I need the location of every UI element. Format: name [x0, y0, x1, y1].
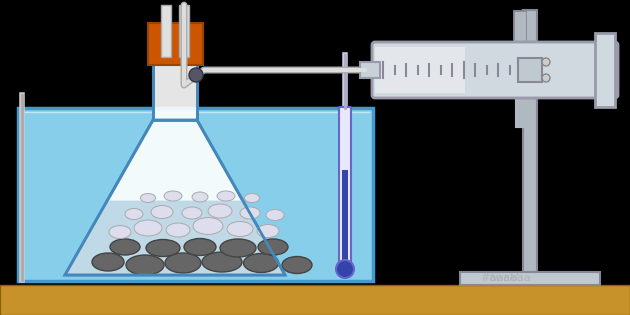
Ellipse shape — [164, 191, 182, 201]
Ellipse shape — [240, 207, 260, 219]
FancyBboxPatch shape — [0, 285, 630, 315]
FancyBboxPatch shape — [360, 62, 380, 78]
FancyBboxPatch shape — [595, 33, 615, 107]
Ellipse shape — [227, 221, 253, 237]
Ellipse shape — [257, 225, 279, 238]
Ellipse shape — [244, 254, 278, 272]
Text: #aaaaaa: #aaaaaa — [479, 273, 530, 283]
Polygon shape — [65, 120, 285, 275]
FancyBboxPatch shape — [372, 42, 618, 98]
Ellipse shape — [125, 209, 143, 220]
FancyBboxPatch shape — [339, 107, 351, 263]
FancyBboxPatch shape — [179, 5, 189, 57]
Ellipse shape — [92, 253, 124, 271]
Ellipse shape — [266, 209, 284, 220]
Ellipse shape — [184, 238, 216, 255]
FancyBboxPatch shape — [460, 272, 600, 285]
FancyBboxPatch shape — [153, 60, 197, 120]
FancyBboxPatch shape — [147, 23, 202, 65]
Ellipse shape — [244, 193, 260, 203]
Ellipse shape — [126, 255, 164, 275]
FancyBboxPatch shape — [161, 5, 171, 57]
Ellipse shape — [140, 193, 156, 203]
Ellipse shape — [109, 226, 131, 238]
Ellipse shape — [202, 252, 242, 272]
Circle shape — [542, 74, 550, 82]
FancyBboxPatch shape — [375, 47, 465, 93]
Ellipse shape — [282, 256, 312, 273]
Ellipse shape — [258, 239, 288, 255]
FancyBboxPatch shape — [523, 10, 537, 272]
Ellipse shape — [208, 204, 232, 218]
Ellipse shape — [182, 207, 202, 219]
Polygon shape — [65, 201, 285, 275]
Ellipse shape — [110, 239, 140, 255]
Ellipse shape — [217, 191, 235, 201]
Circle shape — [336, 260, 354, 278]
Ellipse shape — [220, 239, 256, 257]
Ellipse shape — [166, 223, 190, 237]
FancyBboxPatch shape — [523, 65, 568, 75]
Ellipse shape — [193, 217, 223, 234]
Ellipse shape — [192, 192, 208, 202]
Ellipse shape — [151, 205, 173, 219]
Ellipse shape — [134, 220, 162, 236]
Ellipse shape — [165, 253, 201, 273]
Circle shape — [542, 58, 550, 66]
Ellipse shape — [146, 239, 180, 256]
FancyBboxPatch shape — [18, 108, 373, 281]
FancyBboxPatch shape — [518, 58, 542, 82]
FancyBboxPatch shape — [342, 169, 348, 262]
Circle shape — [189, 68, 203, 82]
Text: twinkl.: twinkl. — [489, 273, 521, 283]
